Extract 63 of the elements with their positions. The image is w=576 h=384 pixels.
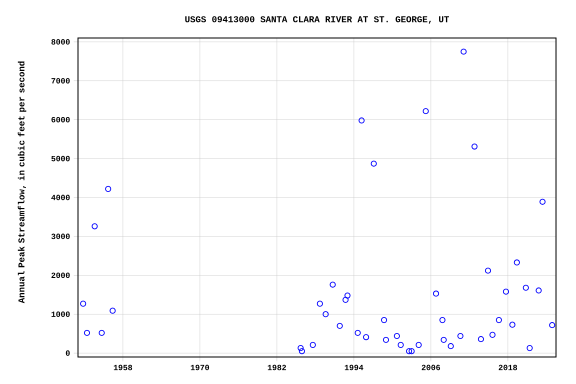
point: [502, 288, 510, 295]
y-tick-label: 5000: [51, 156, 70, 162]
point: [522, 284, 529, 291]
point: [457, 332, 464, 340]
point: [298, 348, 305, 354]
point: [92, 223, 98, 230]
point: [322, 311, 329, 318]
point: [354, 330, 361, 336]
x-tick-label: 1958: [114, 364, 132, 370]
point: [539, 198, 546, 205]
point: [440, 336, 447, 343]
point: [330, 282, 336, 288]
point: [358, 117, 365, 124]
point: [363, 334, 370, 340]
point: [344, 292, 351, 299]
point: [398, 342, 404, 348]
point: [370, 160, 377, 167]
point: [382, 336, 390, 343]
point: [105, 186, 112, 192]
point: [496, 316, 502, 324]
point: [509, 322, 516, 328]
y-tick-label: 0: [66, 350, 70, 356]
point: [408, 348, 415, 354]
point: [526, 345, 533, 352]
x-tick-label: 1982: [268, 364, 286, 370]
point: [98, 330, 105, 336]
point: [439, 316, 446, 324]
point: [316, 300, 323, 307]
point: [460, 48, 467, 55]
y-tick-label: 8000: [51, 39, 70, 45]
point: [336, 322, 343, 329]
point: [381, 316, 388, 324]
point: [489, 332, 496, 338]
point: [484, 268, 492, 274]
point: [422, 108, 429, 114]
x-tick-label: 1970: [190, 364, 210, 370]
point: [84, 330, 90, 336]
y-tick-label: 3000: [51, 234, 70, 240]
point: [549, 322, 556, 328]
point: [478, 336, 484, 342]
point: [110, 308, 116, 314]
point: [342, 296, 349, 303]
point: [310, 342, 316, 348]
x-tick-label: 2018: [498, 364, 518, 370]
point: [406, 348, 412, 354]
point: [514, 259, 520, 266]
point: [448, 343, 454, 350]
y-tick-label: 4000: [51, 194, 70, 200]
point: [394, 332, 400, 340]
point: [80, 300, 86, 307]
y-tick-label: 6000: [51, 116, 70, 122]
x-tick-label: 2006: [422, 364, 440, 370]
point: [471, 143, 478, 150]
y-tick-label: 7000: [52, 78, 70, 84]
y-tick-label: 1000: [52, 311, 70, 317]
x-tick-label: 1994: [344, 364, 364, 370]
point: [416, 342, 422, 348]
y-axis-title: Annual Peak Streamflow, in cubic feet per second: [18, 61, 26, 304]
point: [298, 345, 304, 352]
chart-title: USGS 09413000 SANTA CLARA RIVER AT ST. GEORGE, UT: [185, 16, 450, 24]
point: [536, 287, 542, 294]
y-tick-label: 2000: [51, 272, 70, 278]
point: [432, 290, 440, 297]
